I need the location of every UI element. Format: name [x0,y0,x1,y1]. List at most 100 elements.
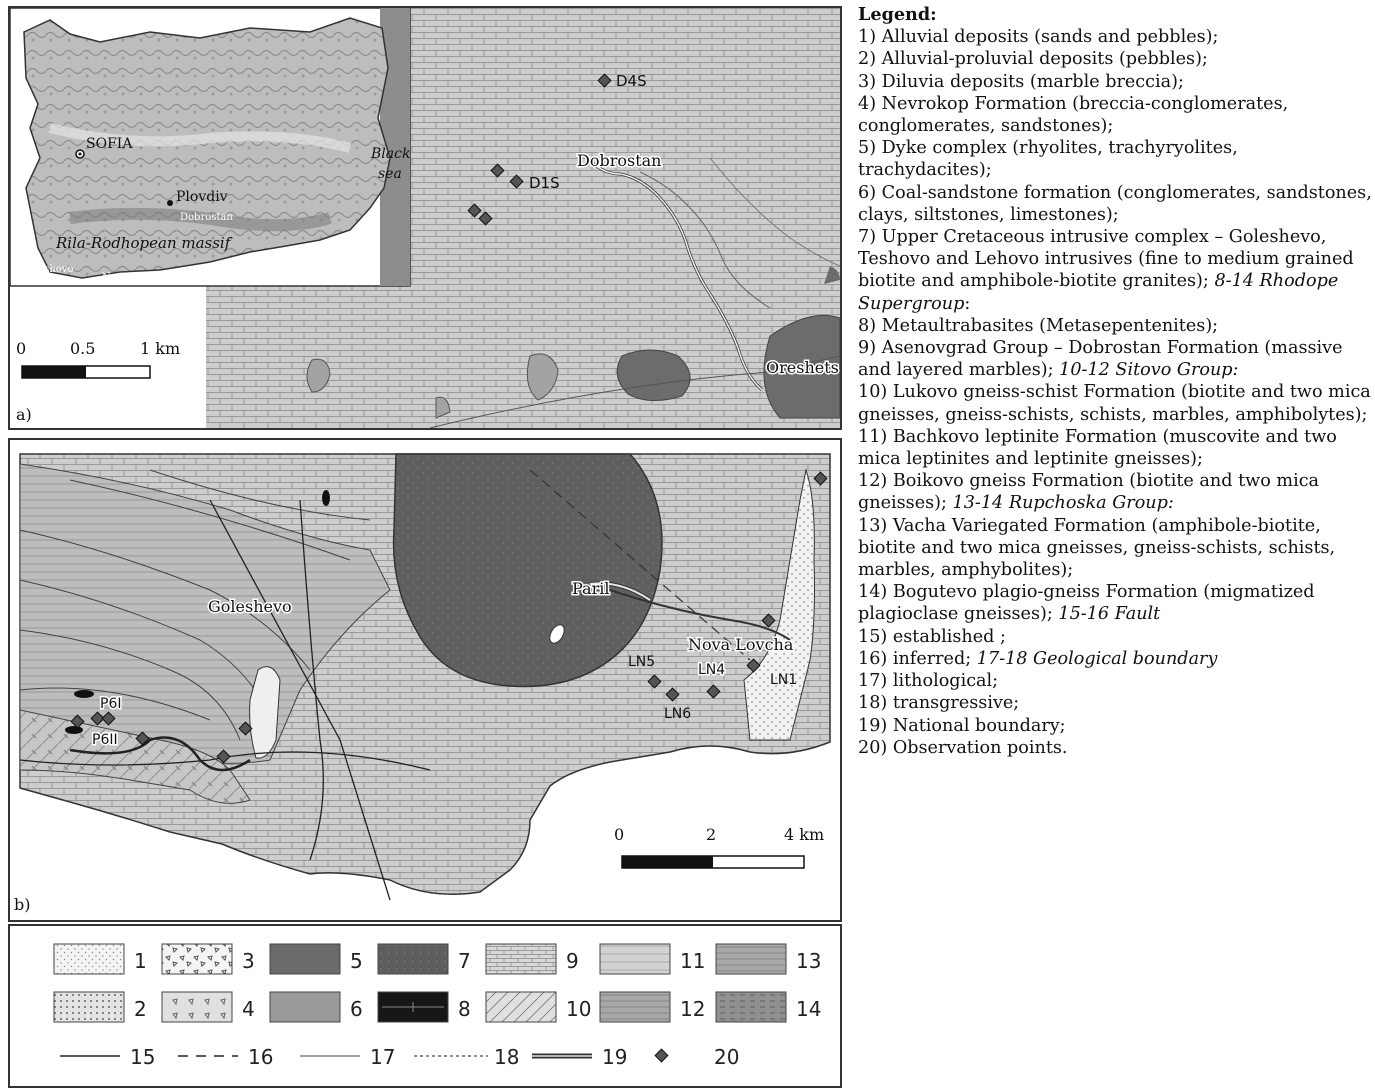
observation-point-d1s[interactable]: D1S [490,163,560,192]
inset-label-sofia: SOFIA [86,136,133,152]
legend-swatch-12: 12 [599,991,705,1023]
svg-text:15: 15 [130,1045,155,1069]
legend-item-12: 12) Boikovo gneiss Formation (biotite an… [858,470,1373,514]
inset-label-peshovo: Peshovo [32,264,73,275]
observation-point-ln4[interactable]: LN4 [697,661,727,699]
legend-swatch-11: 11 [599,943,705,975]
legend-line-15: 15 [60,1045,155,1069]
legend-item-17: 17) lithological; [858,671,999,692]
diluvia-area [249,666,281,759]
svg-text:3: 3 [242,949,255,973]
legend-item-16-text: 16) inferred; [858,648,972,669]
legend-item-20: 20) Observation points. [858,737,1068,758]
legend-title: Legend: [858,4,937,25]
legend-swatches-svg: 1 3 5 7 9 11 13 2 4 6 8 10 12 14 15 16 1… [53,943,821,1069]
inset-label-black: Black [370,146,410,162]
legend-swatch-14: 14 [715,991,821,1023]
legend-line-19: 19 [532,1045,627,1069]
legend-item-4: 4) Nevrokop Formation (breccia-conglomer… [858,93,1289,137]
legend-group-13-14: 13-14 Rupchoska Group: [952,493,1174,514]
svg-text:20: 20 [714,1045,739,1069]
observation-point-p6ii[interactable]: P6II [91,731,150,750]
map-b-svg: Goleshevo Paril Nova Lovcha P6I P6II LN5… [10,440,840,920]
legend-swatch-5: 5 [269,943,363,975]
svg-text:18: 18 [494,1045,519,1069]
legend-item-8: 8) Metaultrabasites (Metasepentenites); [858,315,1219,336]
svg-text:16: 16 [248,1045,273,1069]
legend-line-16: 16 [178,1045,273,1069]
svg-text:14: 14 [796,997,821,1021]
inferred-fault [529,469,751,661]
point-label-p6i: P6I [100,696,121,712]
observation-point-ln6[interactable]: LN6 [664,687,691,722]
legend-swatch-8: 8 [377,991,471,1023]
legend-line-18: 18 [414,1045,519,1069]
observation-point-p6i[interactable]: P6I [70,695,123,729]
legend-item-5: 5) Dyke complex (rhyolites, trachyryolit… [858,138,1238,181]
svg-text:9: 9 [566,949,579,973]
scale-b-tick-0: 0 [614,825,624,844]
map-a-svg: D4S D1S Dobrostan Oreshets SOFIA Plovdiv… [10,8,840,428]
legend-swatch-13: 13 [715,943,821,975]
inset-label-sea: sea [378,166,402,182]
legend-swatches: 1 3 5 7 9 11 13 2 4 6 8 10 12 14 15 16 1… [8,924,842,1088]
map-panel-b: Goleshevo Paril Nova Lovcha P6I P6II LN5… [8,438,842,922]
place-label-paril: Paril [572,579,609,598]
legend-group-8-14: 8-14 Rhodope Supergroup [858,271,1339,314]
legend-item-7: 7) Upper Cretaceous intrusive complex – … [858,227,1354,314]
observation-point-ln1[interactable]: LN1 [746,471,828,688]
legend-swatch-7: 7 [377,943,471,975]
svg-text:7: 7 [458,949,471,973]
svg-text:13: 13 [796,949,821,973]
point-label-p6ii: P6II [92,732,118,748]
inset-label-dobrostan: Dobrostan [180,212,233,223]
scale-a-tick-2: 1 km [140,339,180,358]
svg-text:11: 11 [680,949,705,973]
point-label-ln4: LN4 [698,662,725,678]
river [69,736,251,772]
legend-text: Legend: 1) Alluvial deposits (sands and … [858,4,1373,759]
legend-item-10: 10) Lukovo gneiss-schist Formation (biot… [858,382,1371,425]
observation-point-d4s[interactable]: D4S [597,72,647,90]
legend-swatch-10: 10 [485,991,591,1023]
legend-item-2: 2) Alluvial-proluvial deposits (pebbles)… [858,49,1208,70]
goleshevo-intrusion [392,453,663,688]
legend-group-10-12: 10-12 Sitovo Group: [1059,360,1239,381]
scale-a-tick-1: 0.5 [70,339,95,358]
legend-swatch-4: 4 [161,991,255,1023]
point-label-ln1: LN1 [770,672,797,688]
legend-point-20: 20 [654,1045,739,1069]
legend-swatch-1: 1 [53,943,147,975]
legend-item-14-text: 14) Bogutevo plagio-gneiss Formation (mi… [858,582,1315,625]
point-label-ln6: LN6 [664,706,691,722]
legend-item-18: 18) transgressive; [858,693,1020,714]
panel-a-label: a) [16,405,32,424]
inset-label-plovdiv: Plovdiv [176,189,228,205]
legend-item-1: 1) Alluvial deposits (sands and pebbles)… [858,27,1219,48]
point-label-ln5: LN5 [628,654,655,670]
place-label-dobrostan: Dobrostan [577,151,661,170]
legend-swatch-3: 3 [161,943,255,975]
legend-item-19: 19) National boundary; [858,715,1066,736]
scale-bar-a: 0 0.5 1 km [16,339,180,379]
svg-text:12: 12 [680,997,705,1021]
scale-b-tick-2: 4 km [784,825,824,844]
point-label-d4s: D4S [616,72,647,90]
legend-group-17-18: 17-18 Geological boundary [976,648,1218,669]
place-label-oreshets: Oreshets [766,358,839,377]
legend-item-16: 16) inferred; 17-18 Geological boundary [858,648,1373,670]
inset-label-nova-lovcha: Nova Lovcha [102,272,168,283]
svg-text:1: 1 [134,949,147,973]
point-label-d1s: D1S [529,174,560,192]
observation-point-cluster[interactable] [467,203,493,226]
observation-point-ln5[interactable]: LN5 [628,654,662,689]
svg-text:19: 19 [602,1045,627,1069]
legend-item-9-text: 9) Asenovgrad Group – Dobrostan Formatio… [858,338,1343,381]
observation-points-goleshevo[interactable] [216,721,253,764]
legend-swatch-9: 9 [485,943,579,975]
fault-line [209,499,391,901]
intrusion-body [616,349,691,401]
legend-item-9: 9) Asenovgrad Group – Dobrostan Formatio… [858,337,1373,381]
scale-bar-b: 0 2 4 km [614,825,824,869]
legend-line-17: 17 [300,1045,395,1069]
